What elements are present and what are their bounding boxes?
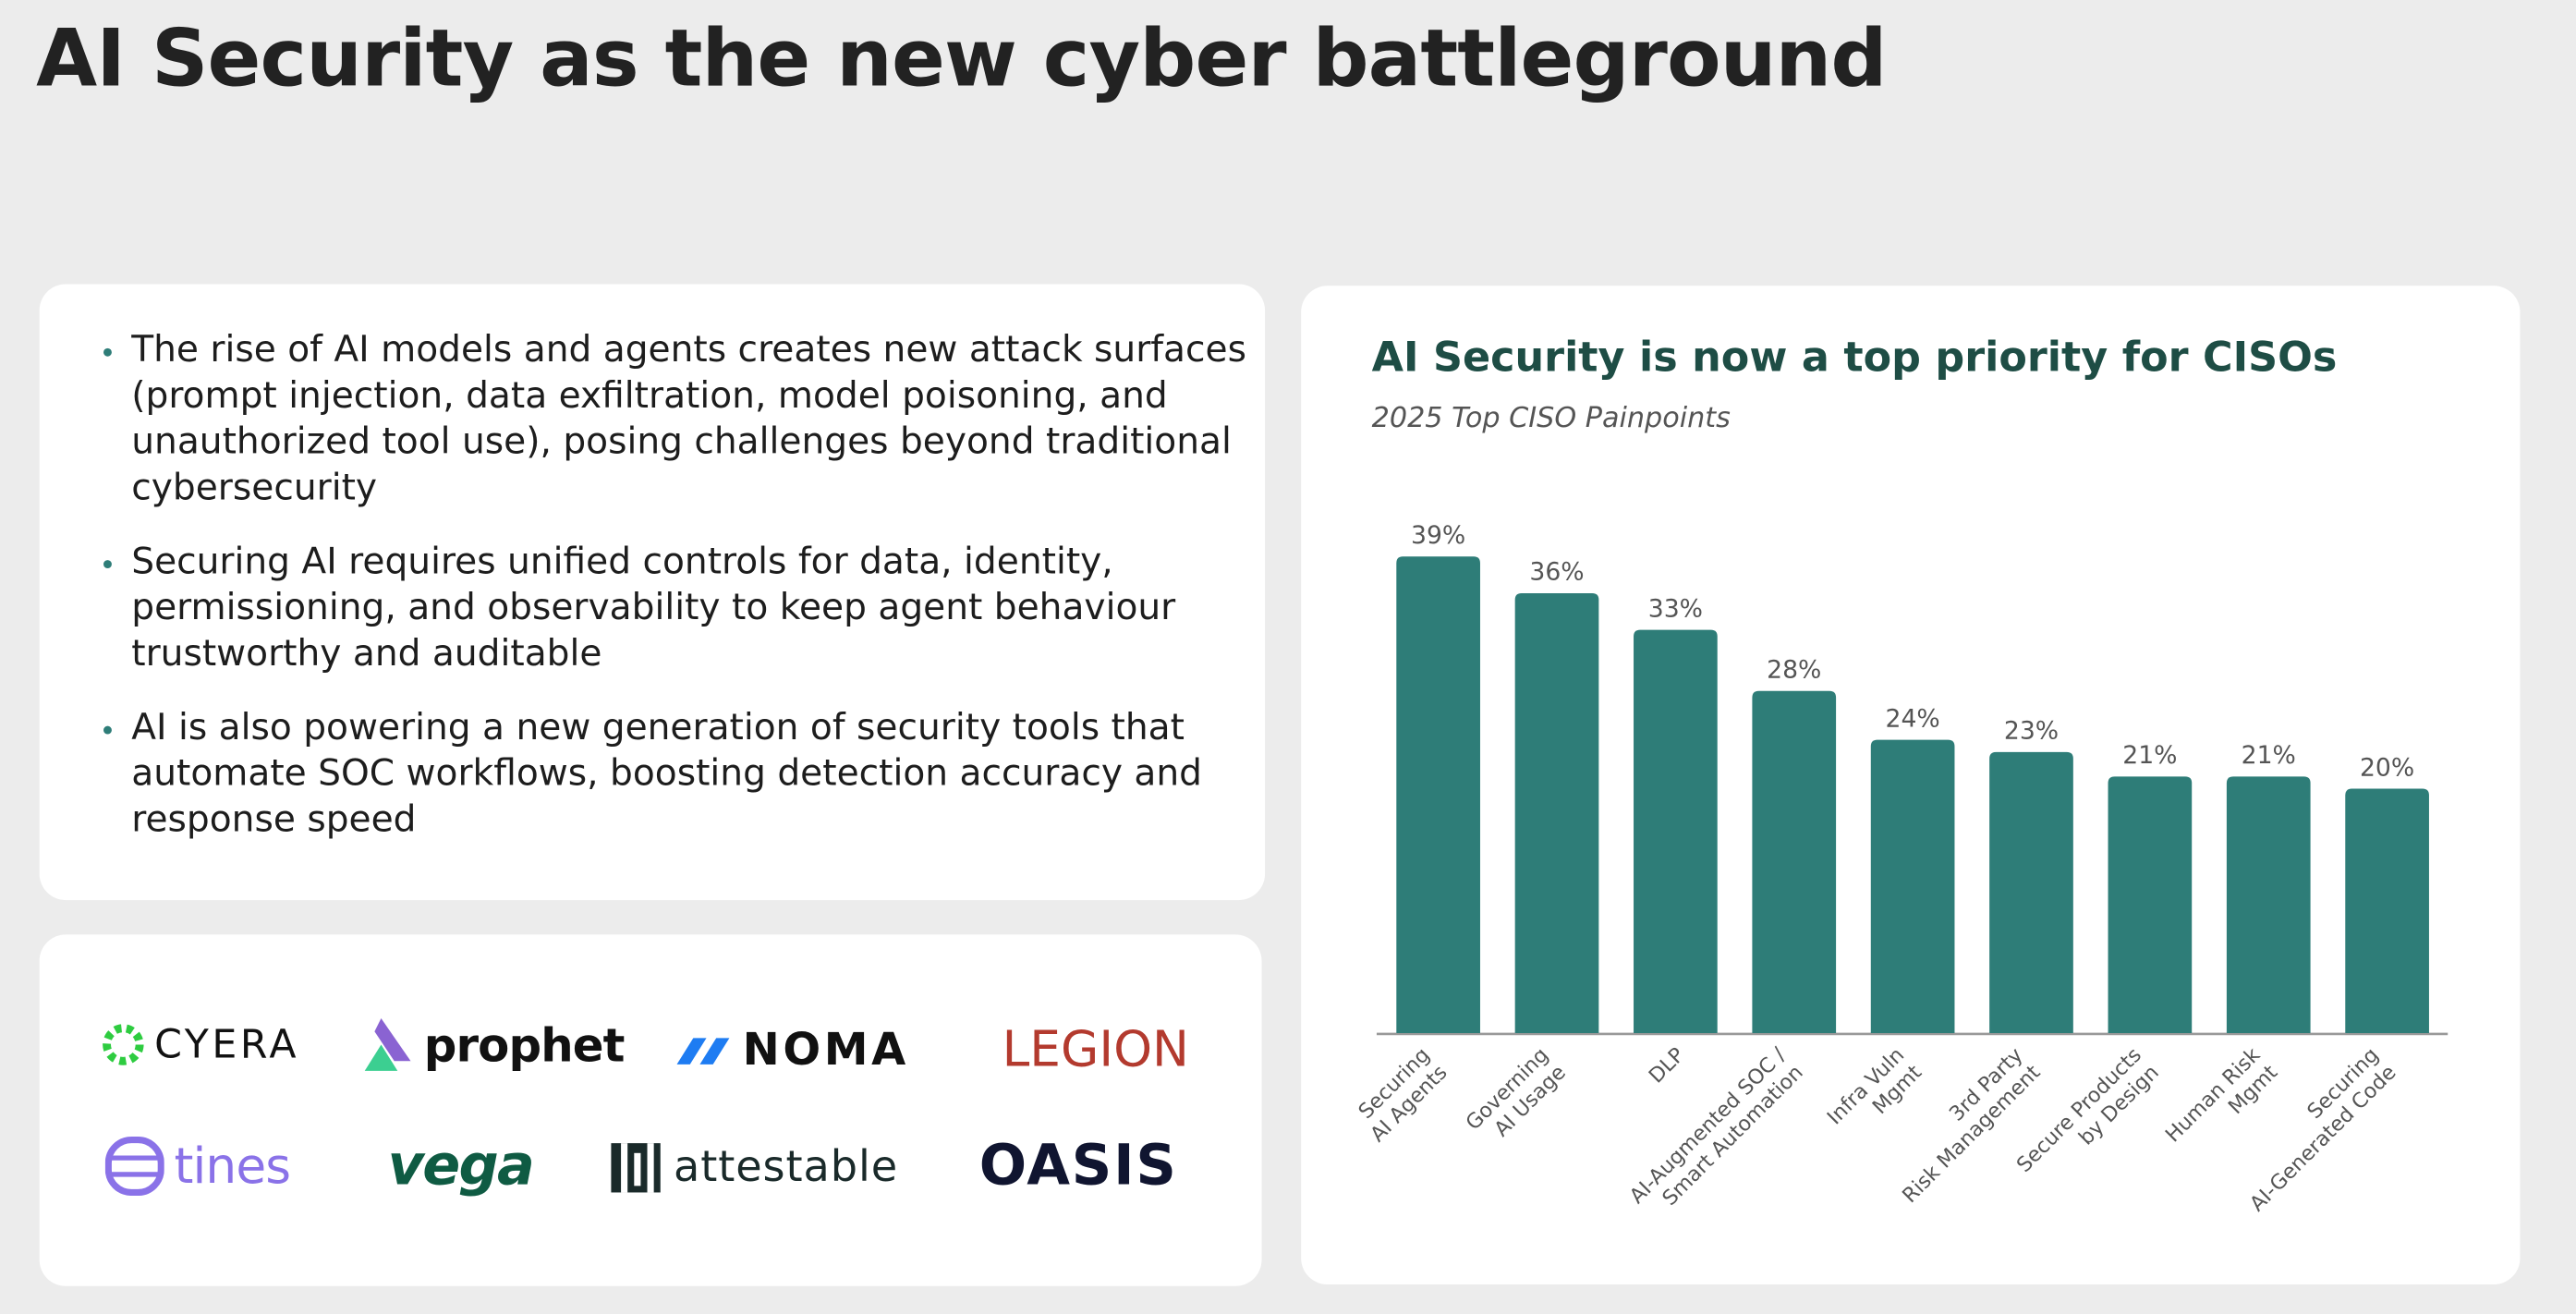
bullet: AI is also powering a new generation of … xyxy=(131,706,1265,844)
chart-title: AI Security is now a top priority for CI… xyxy=(1372,335,2338,382)
logo-name: vega xyxy=(387,1133,535,1199)
value-label: 28% xyxy=(1767,656,1821,685)
logo-name: LEGION xyxy=(1002,1021,1189,1079)
logo: attestable xyxy=(608,1140,898,1196)
bullet: The rise of AI models and agents creates… xyxy=(131,329,1265,513)
x-tick-label: DLP xyxy=(1645,1043,1690,1089)
bar xyxy=(1634,629,1718,1034)
logo-name: prophet xyxy=(423,1017,626,1072)
bar xyxy=(2226,776,2311,1034)
value-label: 20% xyxy=(2360,753,2414,782)
logo: NOMA xyxy=(676,1025,909,1077)
bar xyxy=(1396,556,1480,1034)
value-label: 21% xyxy=(2242,741,2296,770)
logo-name: OASIS xyxy=(978,1133,1178,1199)
value-label: 36% xyxy=(1529,558,1584,587)
logo: tines xyxy=(104,1137,291,1197)
bullet: Securing AI requires unified controls fo… xyxy=(131,541,1265,678)
x-tick-label: Infra VulnMgmt xyxy=(1823,1043,1927,1148)
chart-subtitle: 2025 Top CISO Painpoints xyxy=(1372,402,1732,434)
x-tick-label: SecuringAI Agents xyxy=(1348,1043,1452,1147)
value-label: 24% xyxy=(1885,704,1939,733)
logo: vega xyxy=(387,1133,535,1199)
logo-name: CYERA xyxy=(154,1021,300,1068)
logo-card xyxy=(39,934,1262,1286)
logo: prophet xyxy=(358,1015,625,1074)
bar xyxy=(1989,751,2073,1034)
x-tick-label: Human RiskMgmt xyxy=(2161,1043,2283,1165)
bar xyxy=(2345,788,2429,1034)
bar xyxy=(1514,592,1599,1034)
logo-name: tines xyxy=(174,1137,291,1196)
bar xyxy=(1870,739,1955,1034)
logo: LEGION xyxy=(1002,1022,1189,1079)
bar xyxy=(1752,690,1837,1034)
x-tick-label: GoverningAI Usage xyxy=(1461,1043,1570,1152)
value-label: 33% xyxy=(1648,594,1703,623)
bullet-list: The rise of AI models and agents creates… xyxy=(92,329,1265,872)
logo: OASIS xyxy=(979,1133,1178,1198)
value-label: 23% xyxy=(2004,717,2059,746)
logo-name: attestable xyxy=(673,1143,899,1193)
logo: CYERA xyxy=(102,1021,300,1068)
page-title: AI Security as the new cyber battlegroun… xyxy=(36,13,1887,105)
x-tick-label: Secure Productsby Design xyxy=(2012,1043,2164,1195)
value-label: 39% xyxy=(1411,521,1465,550)
bar xyxy=(2108,776,2193,1034)
logo-name: NOMA xyxy=(742,1025,909,1077)
value-label: 21% xyxy=(2122,741,2177,770)
text-card xyxy=(39,284,1266,901)
